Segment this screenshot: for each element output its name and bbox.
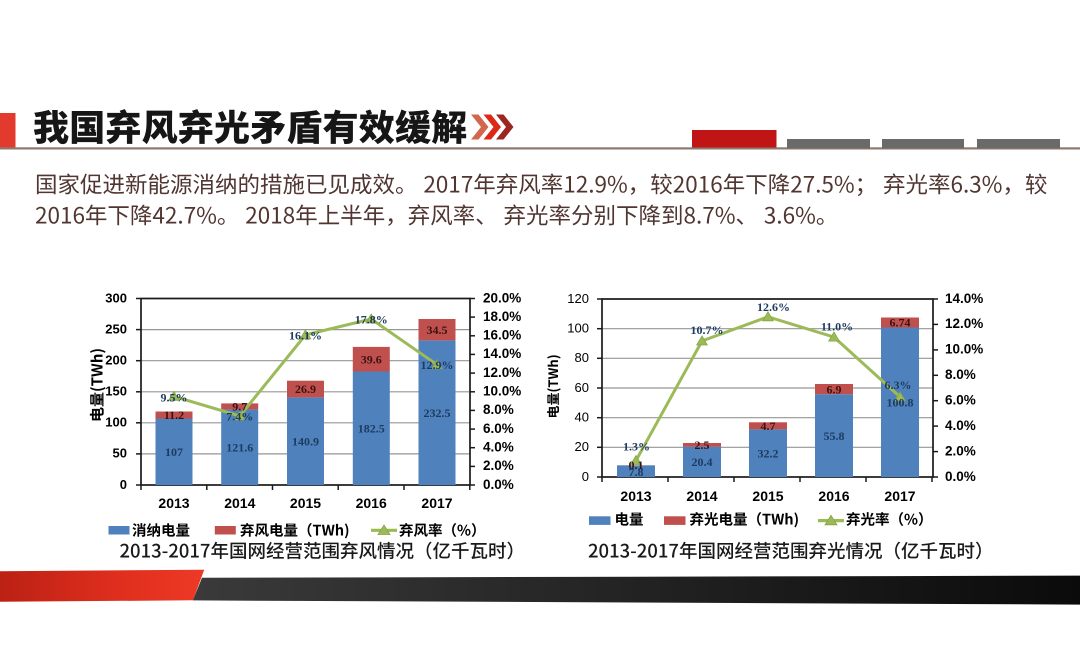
svg-text:12.6%: 12.6% xyxy=(757,300,790,314)
svg-text:182.5: 182.5 xyxy=(358,422,385,436)
svg-text:7.8: 7.8 xyxy=(629,465,644,479)
svg-text:39.6: 39.6 xyxy=(361,352,382,366)
svg-text:10.7%: 10.7% xyxy=(691,323,724,337)
svg-text:55.8: 55.8 xyxy=(824,429,845,443)
svg-text:121.6: 121.6 xyxy=(226,440,253,454)
svg-text:2014: 2014 xyxy=(686,488,717,504)
svg-text:12.0%: 12.0% xyxy=(945,316,983,331)
svg-text:140.9: 140.9 xyxy=(292,434,319,448)
svg-text:7.4%: 7.4% xyxy=(226,410,253,424)
svg-text:6.0%: 6.0% xyxy=(945,393,976,408)
svg-text:2.0%: 2.0% xyxy=(483,458,514,473)
svg-text:2013: 2013 xyxy=(158,495,189,511)
svg-text:6.3%: 6.3% xyxy=(885,378,912,392)
svg-text:6.0%: 6.0% xyxy=(483,421,514,436)
svg-text:200: 200 xyxy=(105,353,127,368)
svg-text:0: 0 xyxy=(582,469,589,484)
svg-text:2013: 2013 xyxy=(620,488,651,504)
svg-text:2017: 2017 xyxy=(884,488,915,504)
svg-text:50: 50 xyxy=(113,446,127,461)
svg-text:107: 107 xyxy=(165,445,183,459)
svg-text:11.0%: 11.0% xyxy=(821,320,853,334)
svg-text:100: 100 xyxy=(567,321,589,336)
svg-text:16.1%: 16.1% xyxy=(289,328,322,342)
svg-text:2014: 2014 xyxy=(224,495,255,511)
svg-text:8.0%: 8.0% xyxy=(483,402,514,417)
svg-text:232.5: 232.5 xyxy=(424,406,451,420)
svg-text:150: 150 xyxy=(105,384,127,399)
svg-text:2015: 2015 xyxy=(290,495,321,511)
svg-text:1.3%: 1.3% xyxy=(623,440,650,454)
svg-text:4.0%: 4.0% xyxy=(483,440,514,455)
svg-text:32.2: 32.2 xyxy=(758,446,779,460)
svg-text:0.0%: 0.0% xyxy=(945,469,976,484)
svg-text:8.0%: 8.0% xyxy=(945,367,976,382)
svg-text:0.0%: 0.0% xyxy=(483,477,514,492)
svg-text:9.7: 9.7 xyxy=(232,400,247,414)
svg-text:2.5: 2.5 xyxy=(695,438,710,452)
svg-text:20: 20 xyxy=(575,439,589,454)
svg-text:6.74: 6.74 xyxy=(890,316,911,330)
svg-text:0: 0 xyxy=(120,477,127,492)
svg-text:2016: 2016 xyxy=(356,495,387,511)
svg-text:250: 250 xyxy=(105,321,127,336)
svg-text:12.9%: 12.9% xyxy=(421,358,454,372)
svg-text:2015: 2015 xyxy=(752,488,783,504)
svg-text:11.2: 11.2 xyxy=(164,408,184,422)
svg-text:6.9: 6.9 xyxy=(827,382,842,396)
svg-text:16.0%: 16.0% xyxy=(483,328,521,343)
svg-text:18.0%: 18.0% xyxy=(483,309,521,324)
svg-text:40: 40 xyxy=(575,410,589,425)
svg-text:4.0%: 4.0% xyxy=(945,418,976,433)
svg-text:120: 120 xyxy=(567,291,589,306)
svg-text:100.8: 100.8 xyxy=(887,395,914,409)
svg-text:60: 60 xyxy=(575,380,589,395)
svg-text:14.0%: 14.0% xyxy=(483,346,521,361)
svg-text:12.0%: 12.0% xyxy=(483,365,521,380)
svg-text:2017: 2017 xyxy=(421,495,452,511)
svg-text:0.1: 0.1 xyxy=(629,458,644,472)
svg-text:10.0%: 10.0% xyxy=(483,384,521,399)
svg-text:9.5%: 9.5% xyxy=(161,390,188,404)
svg-text:80: 80 xyxy=(575,350,589,365)
svg-text:100: 100 xyxy=(105,415,127,430)
svg-text:20.4: 20.4 xyxy=(692,455,713,469)
svg-text:14.0%: 14.0% xyxy=(945,291,983,306)
svg-text:300: 300 xyxy=(105,290,127,305)
svg-text:20.0%: 20.0% xyxy=(483,290,521,305)
svg-text:17.8%: 17.8% xyxy=(355,313,388,327)
svg-text:2.0%: 2.0% xyxy=(945,443,976,458)
svg-text:26.9: 26.9 xyxy=(295,382,316,396)
svg-text:34.5: 34.5 xyxy=(427,323,448,337)
svg-text:4.7: 4.7 xyxy=(761,419,776,433)
svg-text:10.0%: 10.0% xyxy=(945,342,983,357)
svg-text:2016: 2016 xyxy=(818,488,849,504)
